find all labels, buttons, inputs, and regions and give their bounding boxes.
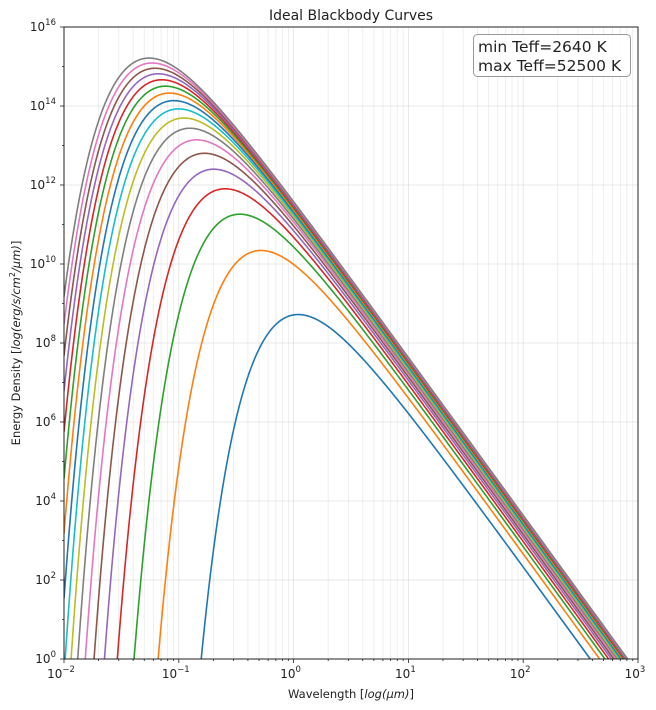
blackbody-curve-49568k <box>64 62 628 659</box>
y-tick-label: 104 <box>35 492 56 508</box>
y-axis-label-sup: 2 <box>8 272 17 277</box>
x-axis-label-math: log(μm) <box>364 687 409 701</box>
blackbody-curve-17305k <box>93 152 615 659</box>
x-axis-label-suffix: ] <box>409 687 414 701</box>
blackbody-curve-34903k <box>64 92 624 659</box>
y-axis-label-suffix: ] <box>9 241 23 246</box>
x-axis-label: Wavelength [log(μm)] <box>288 687 414 701</box>
blackbody-curve-2640k <box>200 313 592 659</box>
y-tick-label: 108 <box>35 334 56 350</box>
blackbody-curve-52500k <box>64 57 629 659</box>
blackbody-curve-20238k <box>84 139 617 659</box>
curve-group <box>64 57 629 659</box>
x-tick-label: 102 <box>510 665 531 681</box>
legend-frame <box>473 34 631 77</box>
x-tick-label: 103 <box>625 665 646 681</box>
blackbody-curve-8506k <box>133 213 606 659</box>
y-tick-label: 1016 <box>30 18 56 34</box>
y-tick-label: 1012 <box>30 176 56 192</box>
legend-max-teff: max Teff=52500 K <box>478 57 622 75</box>
chart-title: Ideal Blackbody Curves <box>269 8 433 24</box>
x-tick-label: 100 <box>280 665 301 681</box>
x-tick-label: 10−2 <box>47 665 75 681</box>
blackbody-curve-40769k <box>64 78 626 659</box>
legend-box: min Teff=2640 K max Teff=52500 K <box>473 34 631 77</box>
blackbody-curve-5573k <box>157 249 601 659</box>
y-tick-label: 100 <box>35 650 56 666</box>
blackbody-curve-46635k <box>64 67 628 659</box>
y-axis-label-math: log(erg/s/cm <box>9 277 23 349</box>
y-tick-label: 102 <box>35 571 56 587</box>
blackbody-curve-37836k <box>64 85 625 659</box>
blackbody-curve-23171k <box>76 127 619 659</box>
y-axis-label-math2: /μm) <box>9 245 23 273</box>
y-tick-label: 1010 <box>30 255 56 271</box>
blackbody-curve-14372k <box>103 168 613 659</box>
y-axis-label-prefix: Energy Density [ <box>9 350 23 446</box>
y-axis-label: Energy Density [log(erg/s/cm2/μm)] <box>8 241 23 446</box>
y-tick-label: 106 <box>35 413 56 429</box>
legend-min-teff: min Teff=2640 K <box>478 38 608 56</box>
blackbody-curve-11439k <box>116 187 610 659</box>
x-tick-label: 10−1 <box>162 665 190 681</box>
x-tick-label: 101 <box>395 665 416 681</box>
x-axis-label-prefix: Wavelength [ <box>288 687 364 701</box>
y-tick-label: 1014 <box>30 97 56 113</box>
blackbody-curve-26104k <box>70 117 620 659</box>
blackbody-curve-31970k <box>64 99 623 659</box>
blackbody-curve-29037k <box>64 108 622 659</box>
